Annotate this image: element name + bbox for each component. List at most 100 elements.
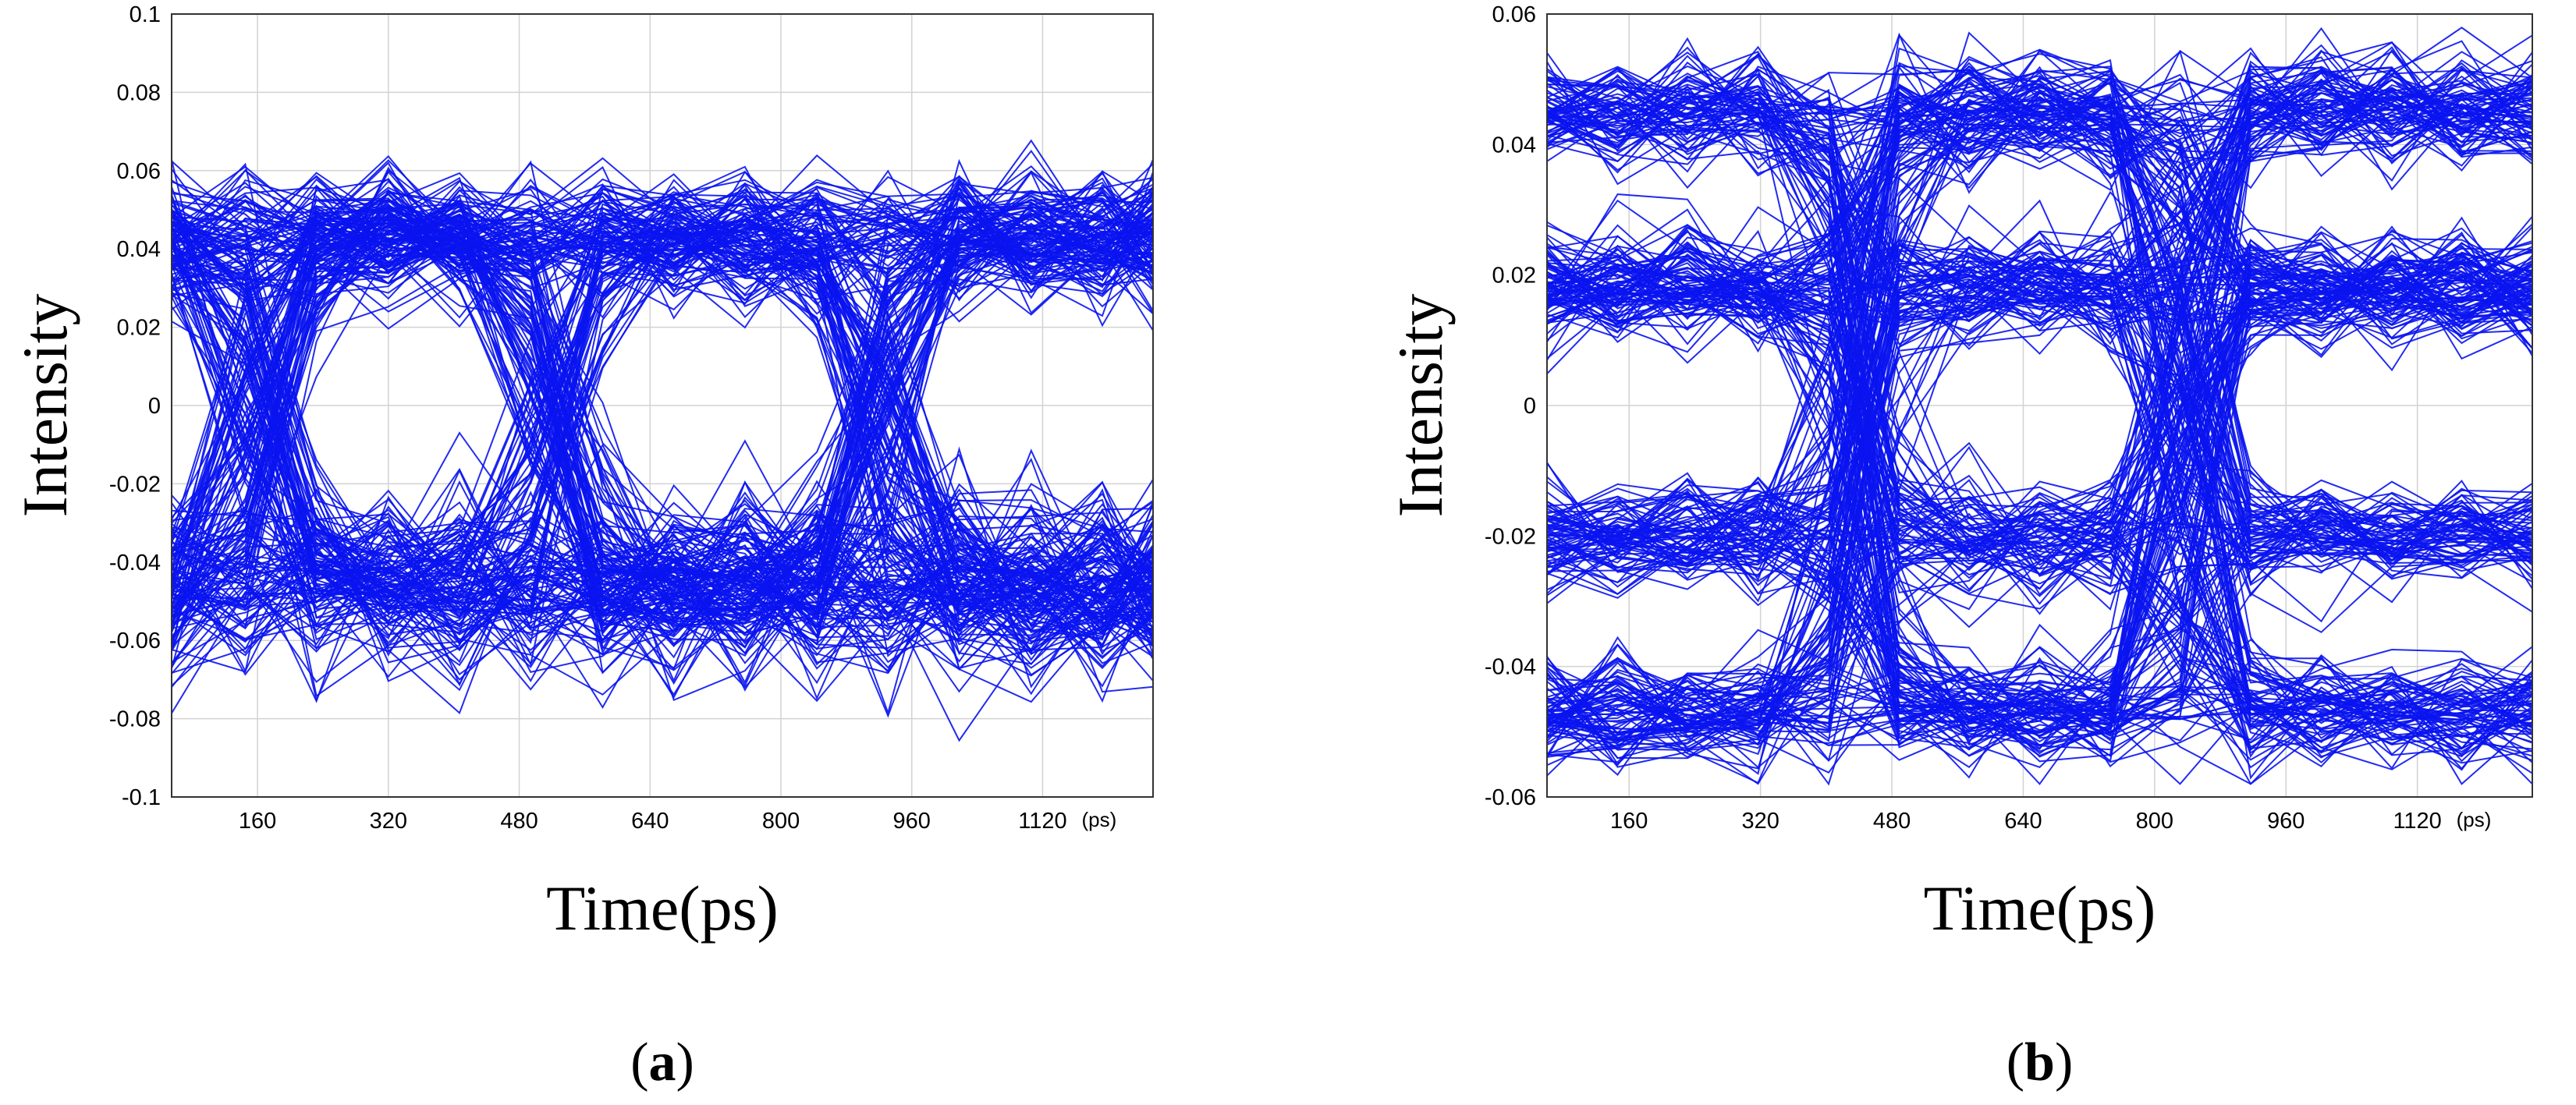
eye-trace [1546, 73, 2533, 753]
eye-trace [171, 217, 1154, 600]
eye-trace [171, 198, 1154, 703]
eye-trace [1546, 94, 2533, 785]
eye-trace [171, 321, 1154, 629]
eye-trace [1546, 254, 2533, 737]
eye-trace [1546, 225, 2533, 776]
eye-trace [1546, 83, 2533, 744]
eye-trace [1546, 101, 2533, 769]
eye-trace [171, 264, 1154, 646]
eye-trace [1546, 48, 2533, 749]
x-tick-label: 1120 [2393, 809, 2441, 834]
eye-trace [171, 178, 1154, 273]
eye-trace [1546, 84, 2533, 561]
eye-trace [1546, 69, 2533, 301]
eye-trace [1546, 95, 2533, 739]
eye-trace [1546, 91, 2533, 753]
eye-trace [171, 193, 1154, 659]
y-axis-label: Intensity [9, 294, 80, 518]
eye-trace [1546, 89, 2533, 737]
eye-trace [1546, 95, 2533, 757]
eye-trace [171, 509, 1154, 669]
eye-trace [1546, 270, 2533, 756]
eye-trace [171, 480, 1154, 677]
x-tick-label: 160 [1610, 809, 1648, 834]
eye-trace [1546, 492, 2533, 741]
eye-trace [1546, 243, 2533, 709]
eye-trace [1546, 46, 2533, 770]
eye-trace [171, 171, 1154, 601]
eye-trace [171, 520, 1154, 620]
eye-trace [1546, 226, 2533, 718]
y-tick-label: 0.02 [117, 316, 161, 341]
y-tick-label: -0.1 [122, 785, 161, 810]
panel-caption-b: (b) [2007, 1032, 2074, 1093]
x-axis-label: Time(ps) [1924, 873, 2156, 944]
y-tick-label: 0 [1524, 394, 1536, 419]
eye-trace [1546, 86, 2533, 552]
eye-trace [171, 169, 1154, 657]
x-tick-label: 320 [1741, 809, 1779, 834]
plot-frame [171, 13, 1154, 798]
eye-trace [1546, 69, 2533, 557]
x-tick-label: 160 [239, 809, 276, 834]
eye-trace [1546, 92, 2533, 744]
eye-trace [171, 186, 1154, 652]
eye-trace [1546, 96, 2533, 723]
eye-trace [171, 480, 1154, 650]
x-tick-label: 960 [2267, 809, 2305, 834]
eye-traces [1546, 27, 2533, 786]
eye-trace [1546, 79, 2533, 326]
eye-trace [171, 467, 1154, 742]
eye-trace [1546, 96, 2533, 324]
x-tick-labels: 160 320 480 640 800 960 1120 [1610, 809, 2442, 834]
eye-trace [1546, 104, 2533, 763]
eye-trace [1546, 71, 2533, 564]
eye-trace [1546, 490, 2533, 721]
y-tick-label: 0.1 [130, 2, 161, 27]
eye-trace [171, 195, 1154, 620]
eye-trace [1546, 58, 2533, 749]
eye-trace [171, 198, 1154, 650]
eye-trace [171, 216, 1154, 653]
y-tick-label: -0.04 [109, 551, 161, 576]
x-axis-label: Time(ps) [546, 873, 779, 944]
eye-trace [171, 215, 1154, 630]
eye-trace [171, 211, 1154, 685]
eye-trace [171, 175, 1154, 306]
y-tick-labels: 0.1 0.08 0.06 0.04 0.02 0 -0.02 -0.04 -0.06 -0.08… [109, 2, 161, 810]
eye-trace [171, 200, 1154, 322]
eye-trace [1546, 60, 2533, 595]
eye-trace [1546, 84, 2533, 551]
y-tick-label: -0.02 [109, 472, 161, 497]
eye-trace [171, 204, 1154, 657]
eye-trace [171, 488, 1154, 664]
eye-trace [1546, 89, 2533, 568]
eye-trace [1546, 75, 2533, 751]
y-axis-label: Intensity [1385, 294, 1456, 518]
eye-trace [171, 186, 1154, 625]
eye-trace [1546, 505, 2533, 760]
x-tick-label: 640 [2004, 809, 2042, 834]
eye-trace [1546, 48, 2533, 744]
y-tick-label: -0.08 [109, 707, 161, 732]
eye-traces [171, 139, 1154, 742]
eye-trace [171, 160, 1154, 703]
eye-trace [171, 194, 1154, 562]
eye-trace [1546, 92, 2533, 758]
eye-trace [1546, 94, 2533, 724]
eye-trace [171, 198, 1154, 691]
eye-trace [1546, 286, 2533, 591]
eye-trace [1546, 66, 2533, 785]
eye-trace [171, 224, 1154, 688]
eye-trace [171, 159, 1154, 696]
eye-trace [1546, 60, 2533, 758]
plot-frame [1546, 13, 2533, 798]
eye-trace [1546, 96, 2533, 565]
y-tick-label: 0.04 [1492, 133, 1536, 158]
eye-trace [1546, 34, 2533, 760]
eye-trace [1546, 66, 2533, 158]
eye-trace [1546, 246, 2533, 353]
eye-trace [1546, 82, 2533, 737]
eye-trace [171, 165, 1154, 616]
